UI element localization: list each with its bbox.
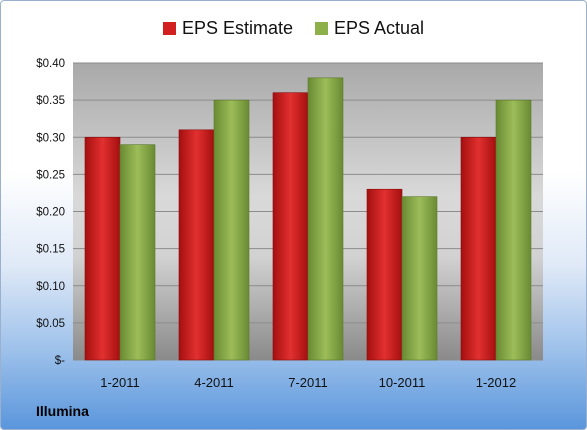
bar-actual-10-2011 (401, 196, 438, 361)
x-tick-label: 7-2011 (288, 375, 328, 390)
bar-actual-1-2011 (119, 144, 156, 361)
bars (84, 77, 532, 361)
bar-actual-7-2011 (307, 77, 344, 361)
bar-estimate-1-2011 (84, 136, 121, 361)
company-name: Illumina (36, 403, 89, 419)
bar-actual-4-2011 (213, 99, 250, 361)
y-tick-label: $0.40 (36, 58, 65, 70)
legend-item-estimate: EPS Estimate (162, 18, 293, 39)
legend-label-estimate: EPS Estimate (181, 18, 293, 38)
y-tick-label: $0.30 (36, 132, 65, 144)
x-tick-label: 4-2011 (194, 375, 234, 390)
bar-actual-1-2012 (495, 99, 532, 361)
legend-swatch-estimate (162, 22, 176, 35)
x-tick-label: 1-2012 (476, 375, 516, 390)
y-tick-label: $0.05 (36, 318, 65, 330)
x-tick-label: 10-2011 (379, 375, 426, 390)
legend-item-actual: EPS Actual (314, 18, 425, 39)
y-tick-label: $0.35 (36, 95, 65, 107)
x-axis-ticks: 1-2011 4-2011 7-2011 10-2011 1-2012 (100, 375, 516, 390)
y-tick-label: $0.25 (36, 169, 65, 181)
y-axis-ticks: $0.40 $0.35 $0.30 $0.25 $0.20 $0.15 $0.10 $0.05… (36, 58, 65, 367)
bar-estimate-7-2011 (272, 92, 309, 361)
y-tick-label: $0.15 (36, 244, 65, 256)
bar-estimate-10-2011 (366, 188, 403, 361)
legend-swatch-actual (314, 22, 328, 35)
bar-estimate-4-2011 (178, 129, 215, 361)
y-tick-label: $0.20 (36, 207, 65, 219)
x-tick-label: 1-2011 (100, 375, 140, 390)
y-tick-label: $- (55, 355, 65, 367)
y-tick-label: $0.10 (36, 281, 65, 293)
legend-label-actual: EPS Actual (333, 18, 425, 38)
bar-estimate-1-2012 (460, 136, 497, 361)
chart-legend: EPS Estimate EPS Actual (1, 18, 586, 39)
